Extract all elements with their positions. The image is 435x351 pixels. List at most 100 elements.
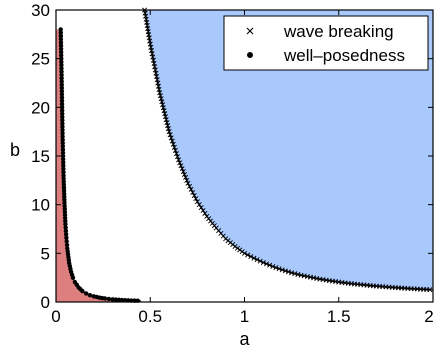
data-point [116,297,122,303]
data-point [161,108,167,114]
data-point [60,127,65,133]
data-point [110,297,115,302]
data-point [59,85,65,91]
data-point [59,75,64,81]
x-tick-label: 1.5 [327,307,351,326]
data-point [60,147,66,152]
data-point [60,134,65,139]
data-point [285,269,292,275]
data-point [60,157,66,162]
data-point [173,151,179,157]
data-point [270,263,276,269]
data-point [58,33,64,39]
x-tick-label: 2 [424,307,433,326]
data-point [59,79,64,84]
data-point [177,160,183,166]
data-point [251,255,257,261]
data-point [70,275,76,280]
data-point [64,239,69,244]
data-point [60,118,65,123]
data-point [59,66,64,71]
y-tick-label: 15 [31,147,50,166]
data-point [234,245,240,251]
data-point [168,135,174,141]
data-point [60,124,65,129]
data-point [60,137,65,142]
x-tick-label: 0.5 [138,307,162,326]
data-point [198,205,204,211]
data-point [119,297,125,303]
data-point [179,166,185,172]
y-tick-label: 0 [41,293,50,312]
data-point [59,108,65,113]
data-point [241,250,248,256]
data-point [267,262,273,268]
data-point [59,69,64,74]
y-axis-label: b [10,140,20,160]
data-point [61,170,66,175]
legend-dot-marker [247,52,253,58]
data-point [61,163,66,168]
x-tick-label: 1 [240,307,249,326]
legend-x-marker [246,27,254,35]
data-point [102,296,108,301]
data-point [106,296,111,302]
data-point [63,225,68,230]
region-fill-wave-breaking [144,10,433,290]
data-point [245,252,251,258]
y-tick-label: 5 [41,244,50,263]
data-point [59,98,65,104]
data-point [191,193,197,199]
data-point [160,102,166,108]
data-point [59,53,64,58]
markers-well-posedness [58,27,140,303]
data-point [58,27,63,32]
data-point [61,160,66,165]
data-point [64,242,70,248]
data-point [273,265,279,271]
data-point [59,92,65,97]
data-point [58,46,64,52]
legend: wave breaking well–posedness [223,15,429,71]
data-point [59,105,65,110]
legend-box [223,15,429,71]
data-point [59,88,65,94]
data-point [59,56,64,61]
data-point [162,114,168,120]
data-point [427,287,433,293]
data-point [59,82,64,87]
series-markers [58,7,433,303]
data-point [60,150,66,155]
data-point [254,257,260,263]
data-point [58,43,64,48]
data-point [200,207,206,214]
data-point [59,95,65,100]
data-point [80,288,85,294]
curve-well-posedness [60,29,141,302]
data-point [248,254,254,260]
data-point [59,62,64,68]
x-axis-label: a [239,329,250,349]
data-point [158,96,164,102]
data-point [163,117,169,123]
data-point [169,138,175,144]
x-tick-label: 0 [51,307,60,326]
data-point [87,292,93,298]
data-point [187,183,193,189]
legend-label-well-posedness: well–posedness [283,46,405,65]
data-point [64,235,69,240]
data-point [194,199,200,205]
legend-marker-wave-breaking [246,27,254,35]
data-point [171,144,177,150]
data-point [196,202,202,208]
data-point [260,260,266,266]
data-point [60,153,66,159]
data-point [184,177,190,183]
y-tick-label: 30 [31,1,50,20]
data-point [60,114,65,120]
data-point [58,37,64,42]
data-point [162,111,168,117]
data-point [63,221,68,227]
data-point [59,59,64,65]
